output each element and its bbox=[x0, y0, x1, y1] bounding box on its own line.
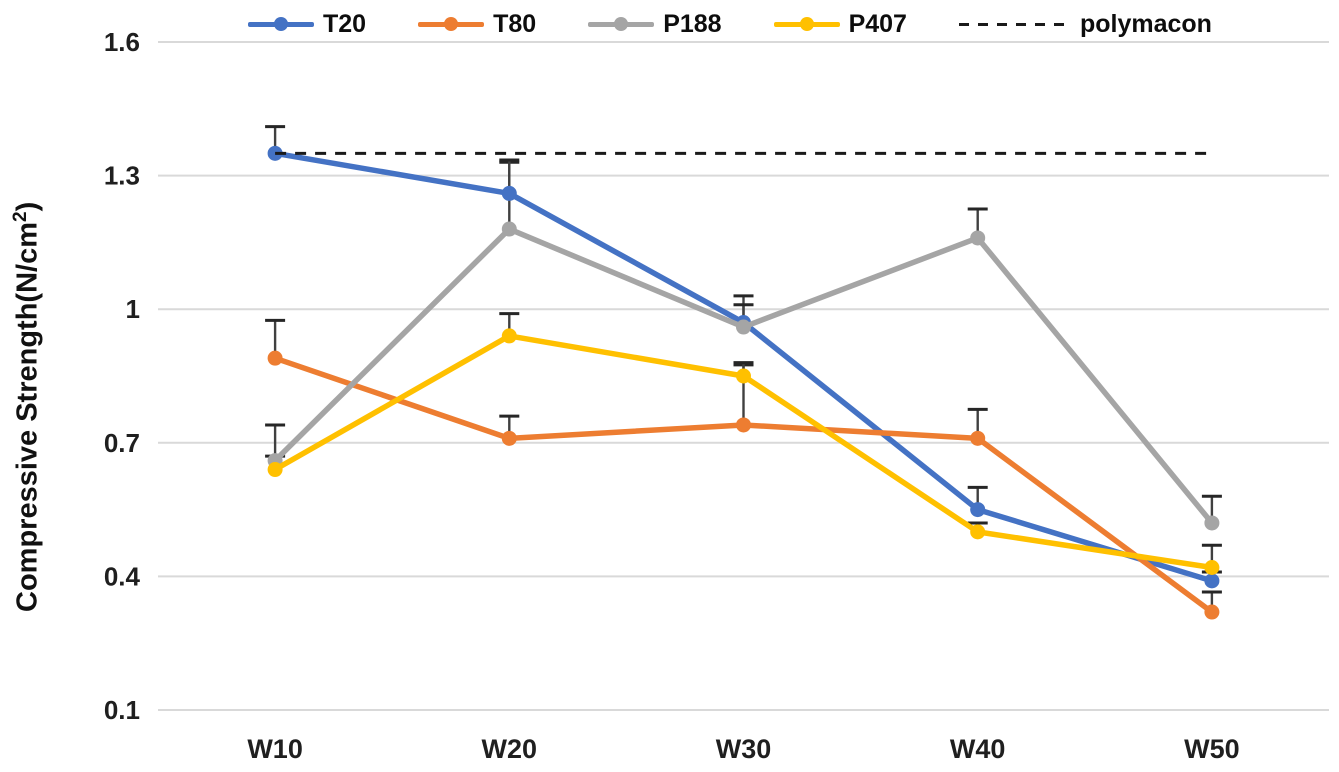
x-tick-label: W20 bbox=[482, 734, 538, 764]
data-point-t80-w20 bbox=[501, 430, 517, 446]
data-point-t20-w50 bbox=[1204, 573, 1220, 589]
data-point-t80-w10 bbox=[267, 350, 283, 366]
t80-line-marker-swatch bbox=[418, 17, 485, 31]
x-tick-label: W30 bbox=[716, 734, 772, 764]
p407-marker-dot bbox=[799, 17, 814, 31]
polymacon-dashed-swatch bbox=[958, 22, 1071, 26]
data-point-p407-w40 bbox=[970, 524, 986, 540]
t20-marker-dot bbox=[274, 17, 288, 31]
y-tick-label: 0.1 bbox=[104, 695, 140, 725]
x-tick-label: W10 bbox=[247, 734, 303, 764]
series-t80 bbox=[267, 350, 1220, 620]
data-point-p407-w50 bbox=[1204, 559, 1220, 575]
data-point-p407-w30 bbox=[736, 368, 751, 384]
y-tick-label: 0.7 bbox=[104, 428, 140, 458]
legend-label-t80: T80 bbox=[493, 9, 537, 38]
t80-marker-dot bbox=[444, 17, 459, 31]
y-axis-title-close: ) bbox=[11, 201, 44, 212]
chart-legend: T20 T80 P188 P407 polymacon bbox=[248, 6, 1212, 42]
y-axis-title-superscript: 2 bbox=[10, 211, 31, 222]
y-tick-label: 1.3 bbox=[104, 161, 140, 191]
data-point-t80-w50 bbox=[1204, 604, 1220, 620]
y-axis-title-text: Compressive Strength(N/cm bbox=[11, 222, 44, 612]
data-point-p188-w50 bbox=[1204, 515, 1220, 531]
legend-label-t20: T20 bbox=[323, 9, 367, 38]
p188-line-marker-swatch bbox=[588, 17, 655, 31]
legend-item-polymacon: polymacon bbox=[958, 9, 1212, 38]
series-p407 bbox=[267, 328, 1220, 575]
x-tick-labels: W10 W20 W30 W40 W50 bbox=[247, 734, 1239, 764]
t20-line-marker-swatch bbox=[248, 17, 314, 31]
p188-marker-dot bbox=[614, 17, 629, 31]
legend-label-p188: P188 bbox=[663, 9, 722, 38]
legend-label-p407: P407 bbox=[848, 9, 907, 38]
data-point-t80-w30 bbox=[736, 417, 751, 433]
data-point-p407-w10 bbox=[267, 462, 283, 478]
y-axis-title: Compressive Strength(N/cm2) bbox=[10, 202, 45, 612]
y-tick-label: 1 bbox=[126, 294, 140, 324]
data-point-t20-w40 bbox=[970, 502, 986, 518]
legend-item-p407: P407 bbox=[773, 9, 907, 38]
y-tick-label: 1.6 bbox=[104, 27, 140, 57]
data-point-t80-w40 bbox=[970, 430, 986, 446]
p407-line-marker-swatch bbox=[773, 17, 840, 31]
data-point-p407-w20 bbox=[501, 328, 517, 344]
legend-item-t80: T80 bbox=[418, 9, 537, 38]
legend-item-t20: T20 bbox=[248, 9, 367, 38]
series-p188 bbox=[267, 221, 1220, 531]
x-tick-label: W40 bbox=[950, 734, 1006, 764]
data-point-t20-w20 bbox=[501, 185, 517, 201]
x-tick-label: W50 bbox=[1184, 734, 1240, 764]
data-point-p188-w40 bbox=[970, 230, 986, 246]
y-tick-label: 0.4 bbox=[104, 561, 141, 591]
legend-label-polymacon: polymacon bbox=[1079, 9, 1212, 38]
data-point-p188-w30 bbox=[736, 319, 751, 335]
y-tick-labels: 1.6 1.3 1 0.7 0.4 0.1 bbox=[104, 27, 141, 725]
data-point-p188-w20 bbox=[501, 221, 517, 237]
legend-item-p188: P188 bbox=[588, 9, 722, 38]
